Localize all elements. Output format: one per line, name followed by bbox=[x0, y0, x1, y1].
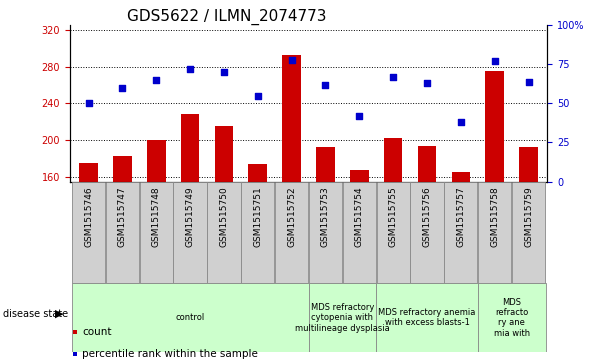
Bar bbox=[512, 182, 545, 283]
Bar bbox=[181, 114, 199, 182]
Bar bbox=[316, 147, 335, 182]
Bar bbox=[147, 140, 165, 182]
Bar bbox=[72, 182, 105, 283]
Bar bbox=[215, 126, 233, 182]
Text: ▶: ▶ bbox=[55, 309, 64, 319]
Point bbox=[523, 79, 533, 85]
Text: MDS refractory anemia
with excess blasts-1: MDS refractory anemia with excess blasts… bbox=[378, 308, 475, 327]
Bar bbox=[106, 182, 139, 283]
Point bbox=[320, 82, 330, 87]
Bar bbox=[140, 182, 173, 283]
Text: disease state: disease state bbox=[3, 309, 68, 319]
Bar bbox=[173, 182, 207, 283]
Point bbox=[84, 101, 94, 106]
Text: MDS refractory
cytopenia with
multilineage dysplasia: MDS refractory cytopenia with multilinea… bbox=[295, 303, 390, 333]
Point bbox=[253, 93, 263, 98]
Text: GDS5622 / ILMN_2074773: GDS5622 / ILMN_2074773 bbox=[127, 9, 326, 25]
Point bbox=[185, 66, 195, 72]
Bar bbox=[444, 182, 477, 283]
Text: percentile rank within the sample: percentile rank within the sample bbox=[82, 349, 258, 359]
Bar bbox=[478, 182, 511, 283]
Text: GSM1515746: GSM1515746 bbox=[84, 187, 93, 247]
Bar bbox=[282, 55, 301, 182]
Bar bbox=[376, 283, 478, 352]
Bar bbox=[308, 283, 376, 352]
Bar bbox=[249, 164, 267, 182]
Point bbox=[117, 85, 127, 91]
Text: GSM1515754: GSM1515754 bbox=[355, 187, 364, 247]
Text: GSM1515752: GSM1515752 bbox=[287, 187, 296, 247]
Text: GSM1515759: GSM1515759 bbox=[524, 187, 533, 247]
Bar bbox=[207, 182, 241, 283]
Bar bbox=[275, 182, 308, 283]
Text: GSM1515751: GSM1515751 bbox=[254, 187, 262, 247]
Bar bbox=[410, 182, 444, 283]
Text: GSM1515748: GSM1515748 bbox=[152, 187, 161, 247]
Bar bbox=[478, 283, 545, 352]
Bar bbox=[309, 182, 342, 283]
Text: count: count bbox=[82, 327, 112, 337]
Text: GSM1515753: GSM1515753 bbox=[321, 187, 330, 247]
Bar bbox=[343, 182, 376, 283]
Text: GSM1515755: GSM1515755 bbox=[389, 187, 398, 247]
Bar bbox=[241, 182, 274, 283]
Point bbox=[354, 113, 364, 119]
Point bbox=[422, 80, 432, 86]
Bar bbox=[418, 146, 437, 182]
Text: MDS
refracto
ry ane
mia with: MDS refracto ry ane mia with bbox=[494, 298, 530, 338]
Text: control: control bbox=[176, 313, 205, 322]
Point bbox=[219, 69, 229, 75]
Bar bbox=[72, 283, 308, 352]
Bar bbox=[384, 138, 402, 182]
Point bbox=[287, 57, 297, 63]
Text: GSM1515749: GSM1515749 bbox=[185, 187, 195, 247]
Bar bbox=[113, 156, 132, 182]
Bar bbox=[376, 182, 410, 283]
Bar bbox=[485, 71, 504, 182]
Text: GSM1515750: GSM1515750 bbox=[219, 187, 229, 247]
Bar bbox=[79, 163, 98, 182]
Bar bbox=[519, 147, 538, 182]
Point bbox=[151, 77, 161, 83]
Text: GSM1515757: GSM1515757 bbox=[457, 187, 465, 247]
Text: GSM1515747: GSM1515747 bbox=[118, 187, 127, 247]
Text: GSM1515758: GSM1515758 bbox=[490, 187, 499, 247]
Point bbox=[490, 58, 500, 64]
Text: GSM1515756: GSM1515756 bbox=[423, 187, 432, 247]
Point bbox=[456, 119, 466, 125]
Bar bbox=[350, 170, 368, 182]
Point bbox=[389, 74, 398, 80]
Bar bbox=[452, 172, 470, 182]
